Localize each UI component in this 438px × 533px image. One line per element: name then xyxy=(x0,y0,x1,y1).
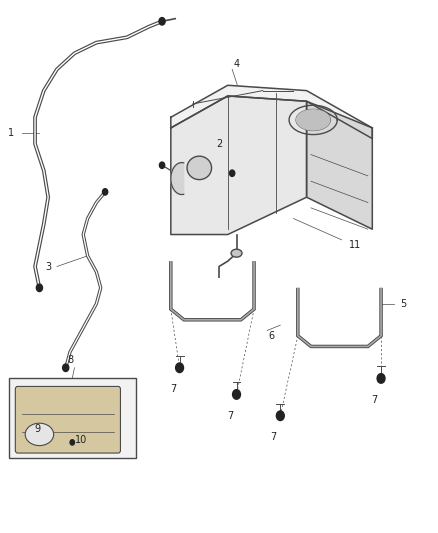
Ellipse shape xyxy=(231,249,242,257)
Circle shape xyxy=(233,390,240,399)
Circle shape xyxy=(377,374,385,383)
Polygon shape xyxy=(171,163,184,195)
Circle shape xyxy=(230,170,235,176)
Text: 11: 11 xyxy=(349,240,361,250)
Circle shape xyxy=(159,162,165,168)
Circle shape xyxy=(102,189,108,195)
Text: 7: 7 xyxy=(227,411,233,421)
Circle shape xyxy=(159,18,165,25)
Text: 7: 7 xyxy=(271,432,277,442)
Ellipse shape xyxy=(25,423,53,446)
Text: 10: 10 xyxy=(75,435,87,445)
Polygon shape xyxy=(297,110,330,130)
Text: 2: 2 xyxy=(216,139,222,149)
Ellipse shape xyxy=(187,156,212,180)
Text: 8: 8 xyxy=(67,355,73,365)
FancyBboxPatch shape xyxy=(15,386,120,453)
Circle shape xyxy=(176,363,184,373)
Text: 7: 7 xyxy=(371,395,378,405)
Polygon shape xyxy=(171,85,372,139)
Circle shape xyxy=(70,440,74,445)
Circle shape xyxy=(276,411,284,421)
Text: 4: 4 xyxy=(233,59,240,69)
Bar xyxy=(9,378,136,458)
Polygon shape xyxy=(307,101,372,229)
Circle shape xyxy=(36,284,42,292)
Text: 9: 9 xyxy=(34,424,40,434)
Polygon shape xyxy=(171,96,307,235)
Circle shape xyxy=(63,364,69,372)
Text: 5: 5 xyxy=(400,299,406,309)
Text: 1: 1 xyxy=(8,128,14,138)
Text: 7: 7 xyxy=(170,384,176,394)
Text: 6: 6 xyxy=(268,331,275,341)
Text: 3: 3 xyxy=(45,262,51,271)
